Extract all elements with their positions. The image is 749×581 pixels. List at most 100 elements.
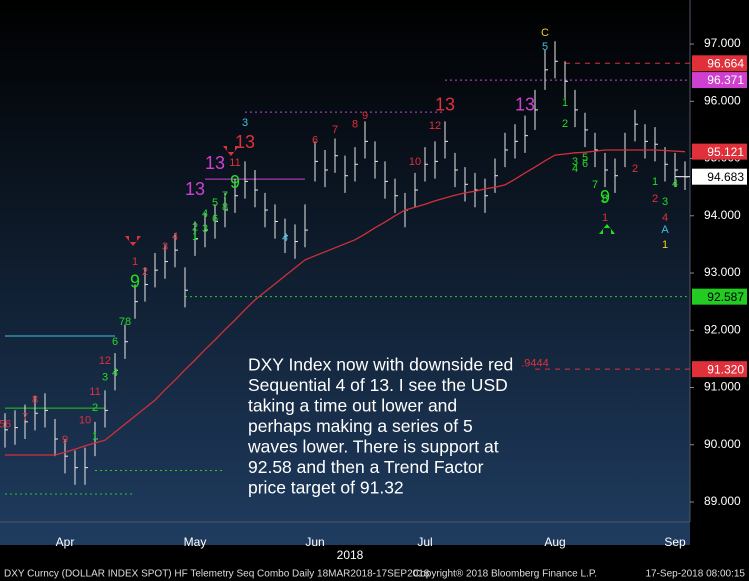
sequential-count: 7 [222, 190, 228, 202]
sequential-count: 4 [672, 178, 678, 190]
y-tick-label: 93.000 [704, 265, 741, 279]
arrow [223, 146, 239, 156]
sequential-count: 12 [99, 355, 111, 367]
sequential-count: 2 [632, 163, 638, 175]
y-tick-label: 91.000 [704, 380, 741, 394]
sequential-count: 1 [602, 212, 608, 224]
sequential-count: 10 [409, 156, 421, 168]
sequential-count: 3 [102, 372, 108, 384]
sequential-count: 9 [600, 187, 610, 207]
level-label: 92.587 [707, 290, 744, 304]
level-box [692, 361, 747, 378]
level-label: 96.664 [707, 56, 744, 70]
annotation-line: 92.58 and then a Trend Factor [248, 457, 484, 477]
sequential-count: 3 [662, 196, 668, 208]
sequential-count: 1 [562, 97, 568, 109]
sequential-count: 5 [212, 197, 218, 209]
x-tick-label: May [184, 535, 207, 549]
sequential-count: 8 [222, 202, 228, 214]
y-tick-label: 89.000 [704, 494, 741, 508]
sequential-count: 6 [582, 158, 588, 170]
sequential-count: 10 [79, 415, 91, 427]
x-tick-label: Apr [56, 535, 75, 549]
sequential-count: 8 [32, 394, 38, 406]
sequential-count: 6 [212, 213, 218, 225]
sequential-count: 1 [132, 256, 138, 268]
sequential-count: 2 [652, 193, 658, 205]
level-box [692, 55, 747, 72]
level-box [692, 288, 747, 305]
arrow [599, 224, 615, 234]
year-label: 2018 [337, 548, 364, 562]
axis-background [690, 0, 749, 545]
level-label: 95.121 [707, 145, 744, 159]
sequential-count: 2 [562, 118, 568, 130]
sequential-count: .9444 [521, 357, 549, 369]
sequential-count: 13 [205, 153, 225, 173]
sequential-count: 1 [92, 431, 98, 443]
sequential-count: 9 [130, 272, 140, 292]
x-tick-label: Jul [417, 535, 432, 549]
level-label: 96.371 [707, 73, 744, 87]
sequential-count: 13 [515, 95, 535, 115]
sequential-count: 11 [89, 386, 100, 398]
sequential-count: 13 [435, 95, 455, 115]
sequential-count: 12 [429, 120, 441, 132]
sequential-count: 3 [242, 117, 248, 129]
y-tick-label: 90.000 [704, 437, 741, 451]
sequential-count: 7 [592, 179, 598, 191]
sequential-count: 8 [352, 119, 358, 131]
y-tick-label: 94.000 [704, 208, 741, 222]
sequential-count: 13 [235, 132, 255, 152]
sequential-count: 13 [185, 179, 205, 199]
sequential-count: 3 [162, 241, 168, 253]
sequential-count: 4 [282, 232, 288, 244]
level-label: 91.320 [707, 362, 744, 376]
y-tick-label: 96.000 [704, 93, 741, 107]
sequential-count: 5 [582, 152, 588, 164]
sequential-count: 2 [92, 402, 98, 414]
sequential-count: 4 [572, 163, 578, 175]
footer-center: Copyright® 2018 Bloomberg Finance L.P. [413, 569, 597, 580]
sequential-count: 1 [652, 176, 658, 188]
y-tick-label: 97.000 [704, 36, 741, 50]
footer-right: 17-Sep-2018 08:00:15 [645, 569, 745, 580]
level-label: 94.683 [707, 170, 744, 184]
footer-background [0, 565, 749, 581]
footer-left: DXY Curncy (DOLLAR INDEX SPOT) HF Teleme… [4, 569, 430, 580]
annotation-line: waves lower. There is support at [247, 437, 499, 457]
annotation-line: Sequential 4 of 13. I see the USD [248, 375, 508, 395]
x-tick-label: Jun [305, 535, 324, 549]
sequential-count: 7 [22, 412, 28, 424]
sequential-count: 1 [192, 231, 198, 243]
sequential-count: 6 [112, 336, 118, 348]
annotation-line: DXY Index now with downside red [248, 355, 513, 375]
sequential-count: C [541, 27, 549, 39]
sequential-count: 9 [62, 434, 68, 446]
sequential-count: 5 [542, 41, 548, 53]
sequential-count: A [661, 224, 669, 236]
sequential-count: 2 [142, 266, 148, 278]
sequential-count: 4 [202, 208, 208, 220]
sequential-count: 3 [202, 223, 208, 235]
y-tick-label: 92.000 [704, 322, 741, 336]
level-box [692, 72, 747, 89]
sequential-count: 4 [172, 231, 178, 243]
sequential-count: 2 [192, 222, 198, 234]
sequential-count: 4 [662, 212, 668, 224]
sequential-count: 9 [362, 110, 368, 122]
sequential-count: 7 [332, 124, 338, 136]
moving-average [5, 149, 686, 456]
sequential-count: 56 [0, 419, 11, 431]
sequential-count: 78 [119, 316, 131, 328]
annotation-line: price target of 91.32 [248, 478, 404, 498]
x-tick-label: Aug [544, 535, 565, 549]
x-tick-label: Sep [664, 535, 686, 549]
level-box [692, 143, 747, 160]
sequential-count: 6 [312, 135, 318, 147]
sequential-count: 1 [662, 239, 668, 251]
level-box [692, 168, 747, 185]
sequential-count: 8 [602, 193, 608, 205]
sequential-count: 3 [572, 156, 578, 168]
